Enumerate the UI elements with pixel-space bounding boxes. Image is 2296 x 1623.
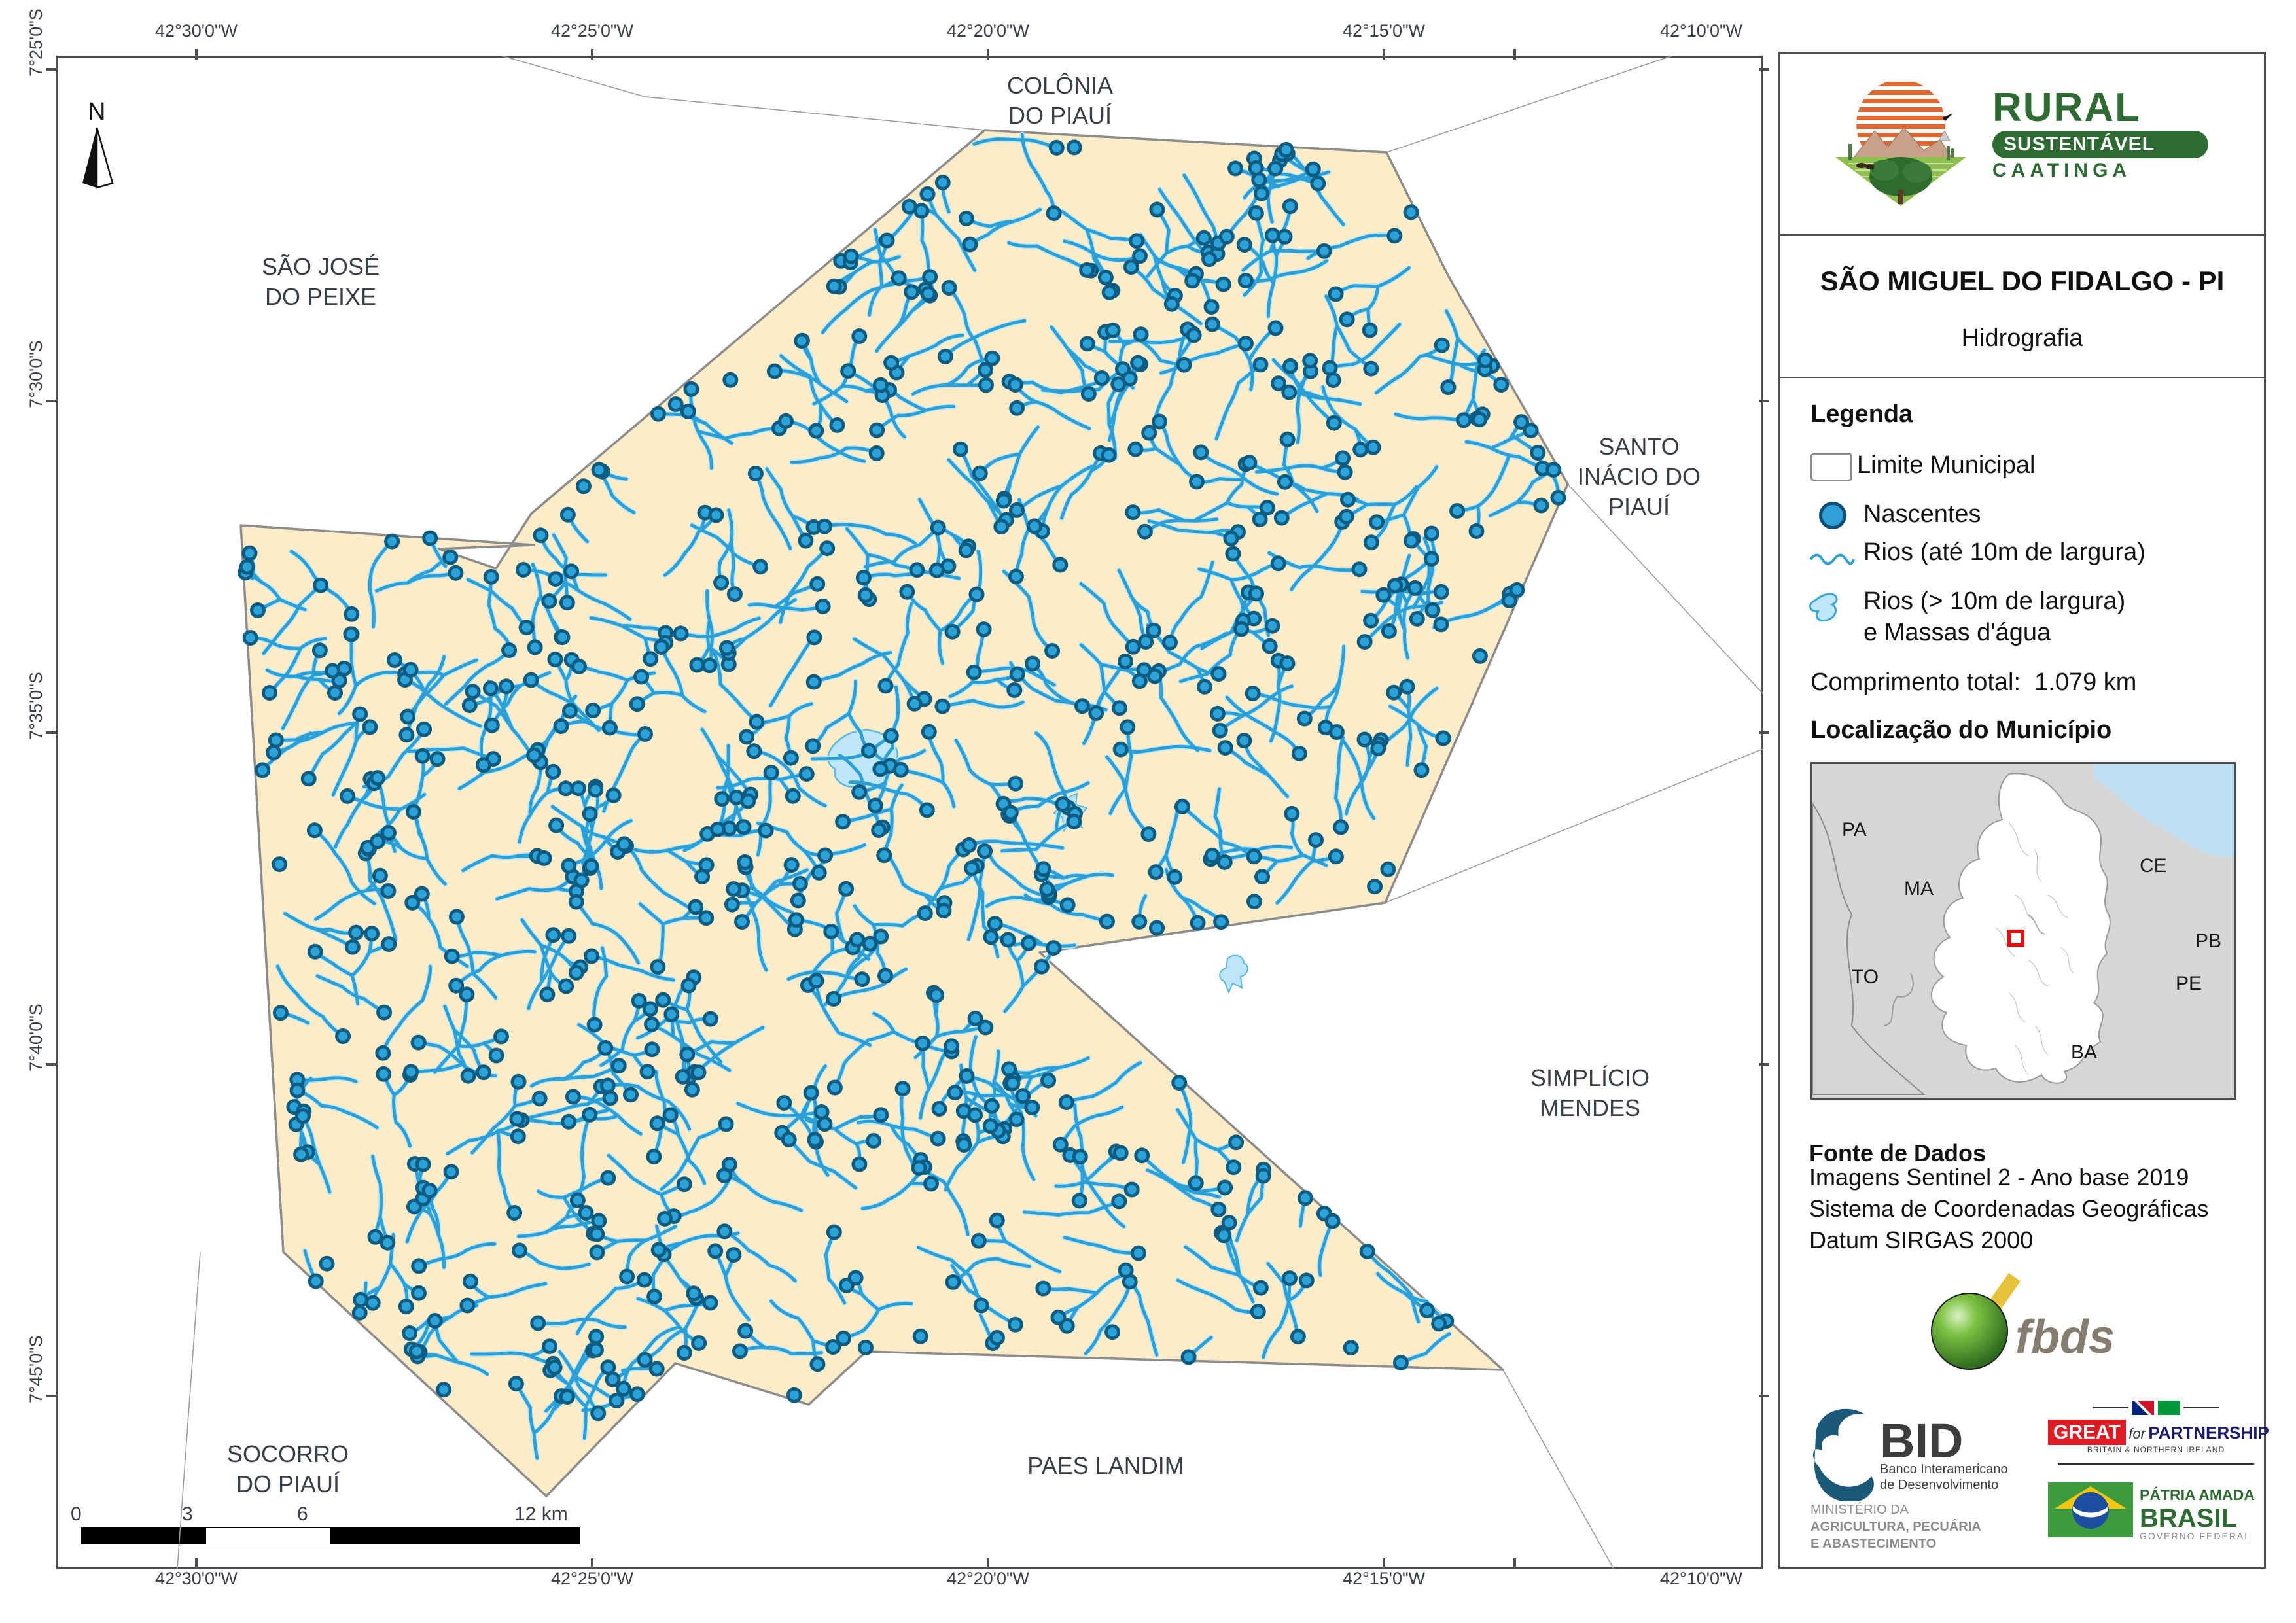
svg-text:RURAL: RURAL	[1992, 85, 2141, 130]
svg-text:PB: PB	[2195, 930, 2221, 952]
svg-text:BRASIL: BRASIL	[2140, 1504, 2237, 1533]
svg-text:TO: TO	[1852, 966, 1879, 988]
svg-text:GOVERNO FEDERAL: GOVERNO FEDERAL	[2140, 1531, 2251, 1541]
svg-text:de Desenvolvimento: de Desenvolvimento	[1880, 1478, 1998, 1492]
svg-text:PA: PA	[1842, 819, 1867, 841]
svg-text:MA: MA	[1904, 878, 1934, 899]
svg-text:Banco Interamericano: Banco Interamericano	[1880, 1462, 2008, 1476]
svg-text:fbds: fbds	[2015, 1311, 2115, 1363]
svg-text:BID: BID	[1880, 1414, 1963, 1468]
svg-text:PE: PE	[2176, 973, 2202, 994]
svg-text:SUSTENTÁVEL: SUSTENTÁVEL	[2004, 133, 2155, 155]
svg-text:CE: CE	[2140, 855, 2167, 877]
svg-text:BA: BA	[2071, 1041, 2097, 1063]
svg-text:PÁTRIA AMADA: PÁTRIA AMADA	[2140, 1486, 2255, 1503]
svg-text:CAATINGA: CAATINGA	[1992, 160, 2131, 181]
